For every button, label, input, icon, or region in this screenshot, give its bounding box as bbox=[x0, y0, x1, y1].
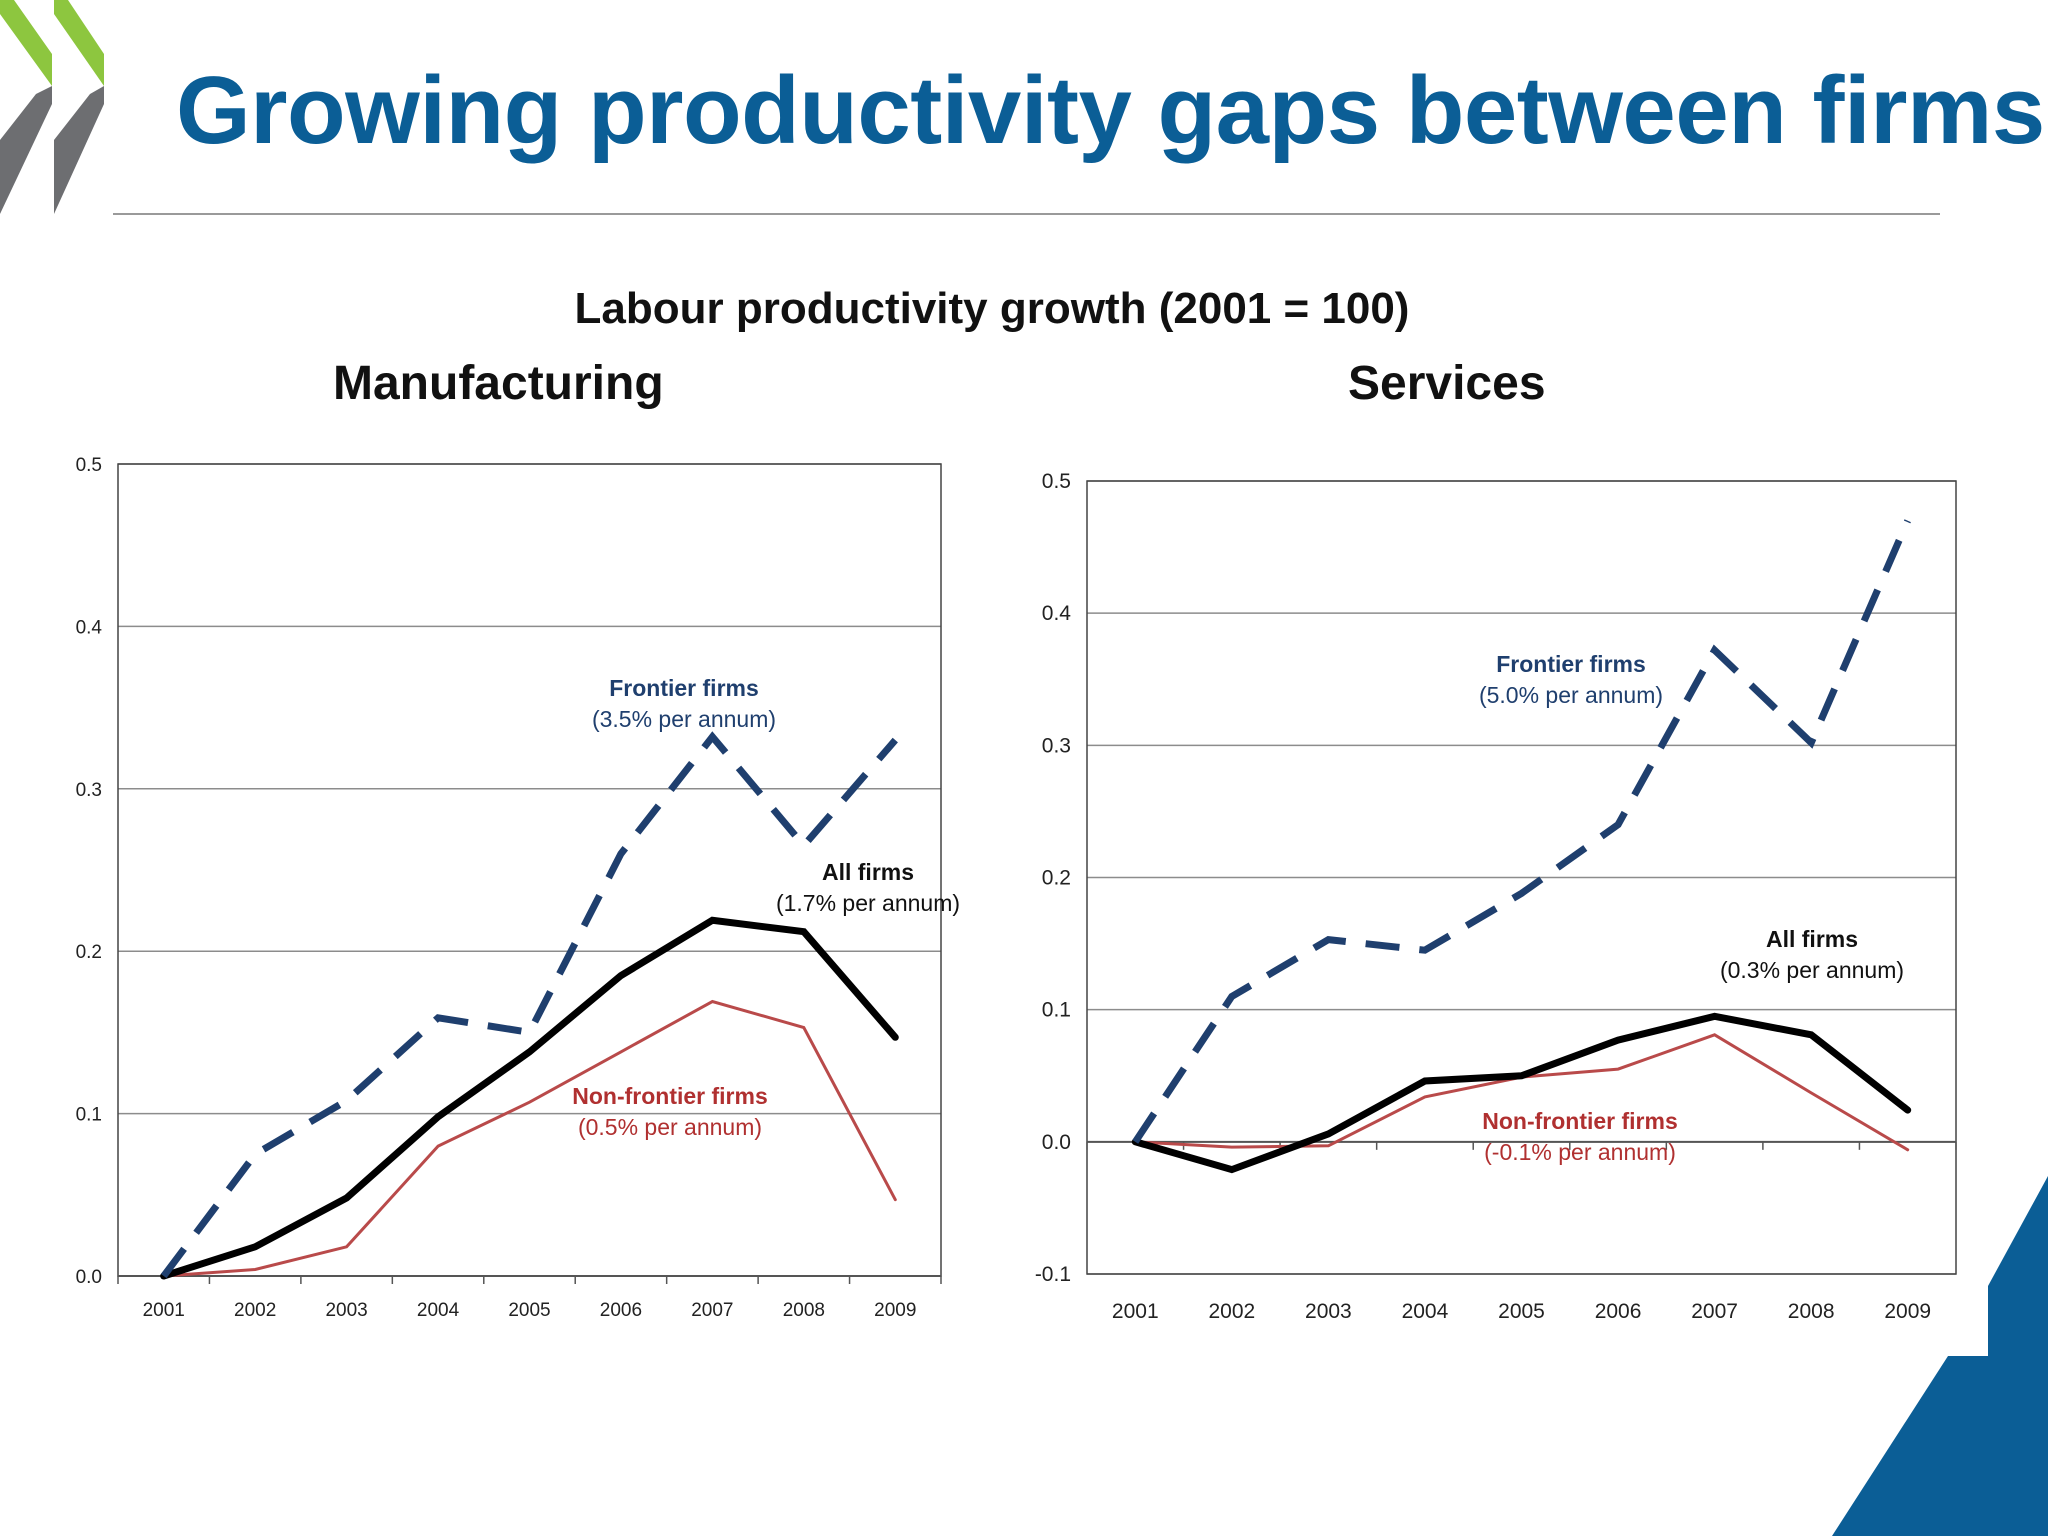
y-tick-label: 0.4 bbox=[1042, 602, 1072, 625]
x-tick-label: 2007 bbox=[1691, 1300, 1738, 1323]
x-tick-label: 2009 bbox=[1884, 1300, 1931, 1323]
series-line-all bbox=[1131, 1012, 1912, 1174]
logo-chevron-gray-1 bbox=[0, 86, 52, 214]
x-tick-label: 2005 bbox=[508, 1300, 550, 1321]
y-tick-label: 0.2 bbox=[1042, 867, 1071, 890]
series-note-frontier: (3.5% per annum) bbox=[592, 706, 776, 732]
x-tick-label: 2006 bbox=[1595, 1300, 1642, 1323]
y-tick-label: 0.2 bbox=[76, 942, 102, 963]
series-line-nonfrontier bbox=[162, 999, 897, 1278]
x-tick-label: 2003 bbox=[1305, 1300, 1352, 1323]
x-tick-label: 2008 bbox=[783, 1300, 825, 1321]
series-label-frontier: Frontier firms bbox=[609, 675, 759, 701]
y-tick-label: 0.0 bbox=[1042, 1131, 1071, 1154]
series-line-all bbox=[160, 916, 899, 1280]
logo-chevron-green-1 bbox=[0, 0, 52, 86]
y-tick-label: 0.5 bbox=[76, 455, 102, 476]
series-note-nonfrontier: (-0.1% per annum) bbox=[1484, 1139, 1676, 1165]
x-tick-label: 2004 bbox=[417, 1300, 460, 1321]
oecd-logo bbox=[0, 0, 104, 214]
y-tick-label: 0.1 bbox=[76, 1105, 102, 1126]
logo-chevron-gray-2 bbox=[54, 86, 104, 214]
series-label-nonfrontier: Non-frontier firms bbox=[572, 1083, 768, 1109]
panel-title-manufacturing: Manufacturing bbox=[333, 357, 664, 410]
series-label-nonfrontier: Non-frontier firms bbox=[1482, 1108, 1678, 1134]
series-label-frontier: Frontier firms bbox=[1496, 651, 1646, 677]
x-tick-label: 2002 bbox=[1208, 1300, 1255, 1323]
panel-title-services: Services bbox=[1348, 357, 1546, 410]
y-tick-label: 0.3 bbox=[1042, 734, 1071, 757]
y-tick-label: 0.1 bbox=[1042, 999, 1071, 1022]
x-tick-label: 2003 bbox=[325, 1300, 367, 1321]
y-tick-label: 0.5 bbox=[1042, 470, 1071, 493]
x-tick-label: 2006 bbox=[600, 1300, 642, 1321]
series-label-all: All firms bbox=[1766, 926, 1858, 952]
slide-title: Growing productivity gaps between firms bbox=[176, 57, 2045, 164]
chart-services: -0.1 0.0 0.1 0.2 0.3 0.4 0.5 2001 2002 2003 2004 20… bbox=[1035, 470, 1957, 1323]
series-note-frontier: (5.0% per annum) bbox=[1479, 682, 1663, 708]
plot-frame bbox=[117, 463, 942, 1277]
y-tick-label: 0.3 bbox=[76, 780, 102, 801]
x-tick-label: 2008 bbox=[1788, 1300, 1835, 1323]
x-tick-label: 2002 bbox=[234, 1300, 276, 1321]
series-line-frontier bbox=[160, 731, 898, 1279]
series-note-all: (0.3% per annum) bbox=[1720, 957, 1904, 983]
chart-manufacturing: 0.0 0.1 0.2 0.3 0.4 0.5 2001 2002 2003 2004 2005 20… bbox=[76, 455, 960, 1321]
series-note-all: (1.7% per annum) bbox=[776, 890, 960, 916]
y-tick-label: 0.0 bbox=[76, 1267, 102, 1288]
x-tick-label: 2005 bbox=[1498, 1300, 1545, 1323]
title-divider bbox=[113, 213, 1940, 215]
x-tick-label: 2004 bbox=[1402, 1300, 1449, 1323]
y-tick-label: 0.4 bbox=[76, 617, 103, 638]
series-label-all: All firms bbox=[822, 859, 914, 885]
x-tick-label: 2007 bbox=[691, 1300, 733, 1321]
x-tick-label: 2001 bbox=[143, 1300, 185, 1321]
x-tick-label: 2001 bbox=[1112, 1300, 1159, 1323]
corner-decoration bbox=[1832, 1176, 2048, 1536]
logo-chevron-green-2 bbox=[54, 0, 104, 86]
corner-shape-lower bbox=[1832, 1356, 2048, 1536]
x-tick-label: 2009 bbox=[874, 1300, 916, 1321]
figure-title: Labour productivity growth (2001 = 100) bbox=[574, 284, 1410, 333]
series-line-frontier bbox=[1132, 519, 1911, 1144]
plot-frame bbox=[1086, 480, 1957, 1275]
corner-shape-upper bbox=[1988, 1176, 2048, 1356]
y-tick-label: -0.1 bbox=[1035, 1263, 1071, 1286]
series-note-nonfrontier: (0.5% per annum) bbox=[578, 1114, 762, 1140]
